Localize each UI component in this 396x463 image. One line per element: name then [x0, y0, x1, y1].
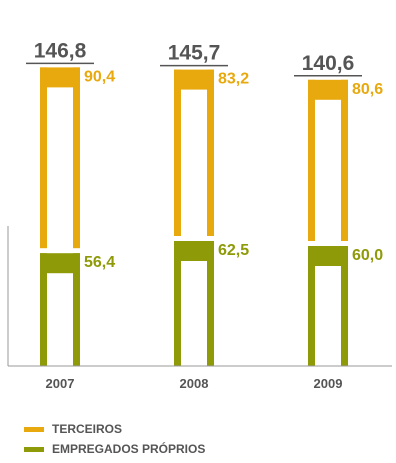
label-empregados-2007: 56,4 [84, 254, 115, 271]
legend-item-empregados: EMPREGADOS PRÓPRIOS [24, 440, 205, 458]
bar-terceiros-2009-top [308, 79, 348, 100]
legend-swatch-terceiros [24, 426, 44, 432]
bar-terceiros-2008-left [174, 69, 181, 236]
legend: TERCEIROS EMPREGADOS PRÓPRIOS [24, 420, 205, 460]
label-terceiros-2009: 80,6 [352, 81, 383, 98]
bar-empregados-2008-top [174, 241, 214, 261]
bar-empregados-2009-right [341, 246, 348, 366]
label-terceiros-2007: 90,4 [84, 68, 115, 85]
x-tick-2007: 2007 [46, 376, 75, 391]
bar-empregados-2008-right [207, 241, 214, 366]
legend-label-terceiros: TERCEIROS [52, 422, 123, 436]
bar-terceiros-2008-top [174, 69, 214, 90]
bar-empregados-2009-left [308, 246, 315, 366]
label-empregados-2008: 62,5 [218, 242, 249, 259]
legend-label-empregados: EMPREGADOS PRÓPRIOS [52, 442, 206, 456]
bar-terceiros-2007-left [40, 67, 47, 249]
bar-terceiros-2008-right [207, 69, 214, 236]
bar-terceiros-2009-left [308, 79, 315, 241]
bar-terceiros-2007-top [40, 67, 80, 88]
bar-empregados-2007-left [40, 253, 47, 366]
bar-empregados-2007-right [73, 253, 80, 366]
label-terceiros-2008: 83,2 [218, 71, 249, 88]
total-2009: 140,6 [302, 52, 355, 75]
bar-empregados-2009-top [308, 246, 348, 266]
x-tick-2009: 2009 [314, 376, 343, 391]
x-tick-2008: 2008 [180, 376, 209, 391]
label-empregados-2009: 60,0 [352, 247, 383, 264]
legend-item-terceiros: TERCEIROS [24, 420, 205, 438]
bar-terceiros-2009-right [341, 79, 348, 241]
total-2007: 146,8 [34, 39, 87, 62]
total-2008: 145,7 [168, 42, 221, 65]
bar-empregados-2007-top [40, 253, 80, 274]
bar-empregados-2008-left [174, 241, 181, 366]
legend-swatch-empregados [24, 446, 44, 452]
bar-terceiros-2007-right [73, 67, 80, 249]
